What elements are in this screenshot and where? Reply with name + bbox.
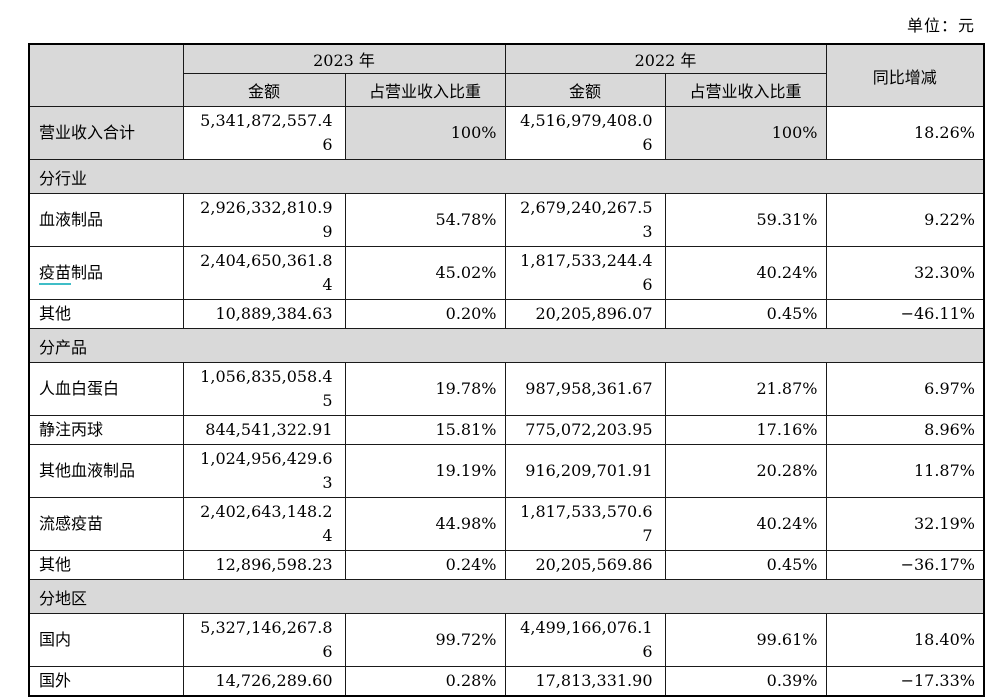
section-label: 分地区	[28, 579, 985, 614]
subheader-pct-2023: 占营业收入比重	[344, 73, 506, 107]
pct-2022-cell: 99.61%	[664, 613, 827, 667]
row-label: 其他	[28, 299, 184, 329]
table-row: 流感疫苗 2,402,643,148.24 44.98% 1,817,533,570.…	[28, 497, 985, 551]
amount-2022-cell: 916,209,701.91	[504, 444, 666, 498]
row-label: 静注丙球	[28, 415, 184, 445]
pct-2023-cell: 54.78%	[344, 193, 506, 247]
pct-2023-cell: 99.72%	[344, 613, 506, 667]
table-row: 血液制品 2,926,332,810.99 54.78% 2,679,240,267.…	[28, 193, 985, 247]
row-label: 营业收入合计	[28, 106, 184, 160]
row-label: 国内	[28, 613, 184, 667]
pct-2023-cell: 0.24%	[344, 550, 506, 580]
amount-2023-cell: 1,056,835,058.45	[182, 362, 346, 416]
table-row: 其他 12,896,598.23 0.24% 20,205,569.86 0.45% −3…	[28, 550, 985, 580]
yoy-cell: 9.22%	[825, 193, 985, 247]
amount-2022-cell: 775,072,203.95	[504, 415, 666, 445]
year-header-2022: 2022 年	[504, 43, 827, 74]
table-row: 国内 5,327,146,267.86 99.72% 4,499,166,076.16…	[28, 613, 985, 667]
row-label: 人血白蛋白	[28, 362, 184, 416]
amount-2022-cell: 1,817,533,244.46	[504, 246, 666, 300]
table-row: 疫苗制品 2,404,650,361.84 45.02% 1,817,533,244.…	[28, 246, 985, 300]
subheader-amount-2023: 金额	[182, 73, 346, 107]
yoy-header: 同比增减	[825, 43, 985, 107]
year-header-2023: 2023 年	[182, 43, 506, 74]
amount-2023-cell: 2,926,332,810.99	[182, 193, 346, 247]
amount-2023-cell: 5,341,872,557.46	[182, 106, 346, 160]
amount-2022-cell: 2,679,240,267.53	[504, 193, 666, 247]
amount-2022-cell: 17,813,331.90	[504, 666, 666, 697]
section-row: 分产品	[28, 328, 985, 363]
revenue-table: 2023 年 2022 年 同比增减 金额 占营业收入比重 金额 占营业收入比重…	[28, 43, 985, 697]
amount-2023-cell: 2,404,650,361.84	[182, 246, 346, 300]
yoy-cell: −46.11%	[825, 299, 985, 329]
amount-2022-cell: 20,205,896.07	[504, 299, 666, 329]
pct-2022-cell: 0.45%	[664, 299, 827, 329]
pct-2023-cell: 45.02%	[344, 246, 506, 300]
row-label: 国外	[28, 666, 184, 697]
pct-2022-cell: 40.24%	[664, 497, 827, 551]
subheader-pct-2022: 占营业收入比重	[664, 73, 827, 107]
table-row: 其他 10,889,384.63 0.20% 20,205,896.07 0.45% −4…	[28, 299, 985, 329]
yoy-cell: 18.26%	[825, 106, 985, 160]
table-row: 人血白蛋白 1,056,835,058.45 19.78% 987,958,361.6…	[28, 362, 985, 416]
yoy-cell: −17.33%	[825, 666, 985, 697]
amount-2023-cell: 1,024,956,429.63	[182, 444, 346, 498]
amount-2023-cell: 12,896,598.23	[182, 550, 346, 580]
pct-2023-cell: 44.98%	[344, 497, 506, 551]
subheader-amount-2022: 金额	[504, 73, 666, 107]
pct-2023-cell: 19.78%	[344, 362, 506, 416]
pct-2023-cell: 0.28%	[344, 666, 506, 697]
pct-2022-cell: 0.45%	[664, 550, 827, 580]
row-label: 其他	[28, 550, 184, 580]
amount-2023-cell: 2,402,643,148.24	[182, 497, 346, 551]
amount-2022-cell: 4,499,166,076.16	[504, 613, 666, 667]
pct-2022-cell: 59.31%	[664, 193, 827, 247]
yoy-cell: 8.96%	[825, 415, 985, 445]
pct-2023-cell: 15.81%	[344, 415, 506, 445]
pct-2022-cell: 40.24%	[664, 246, 827, 300]
yoy-cell: 32.19%	[825, 497, 985, 551]
pct-2023-cell: 100%	[344, 106, 506, 160]
row-label: 流感疫苗	[28, 497, 184, 551]
table-row: 其他血液制品 1,024,956,429.63 19.19% 916,209,701.…	[28, 444, 985, 498]
yoy-cell: 6.97%	[825, 362, 985, 416]
amount-2022-cell: 987,958,361.67	[504, 362, 666, 416]
amount-2023-cell: 844,541,322.91	[182, 415, 346, 445]
row-label: 疫苗制品	[28, 246, 184, 300]
row-label: 其他血液制品	[28, 444, 184, 498]
pct-2022-cell: 100%	[664, 106, 827, 160]
yoy-cell: 11.87%	[825, 444, 985, 498]
table-row: 国外 14,726,289.60 0.28% 17,813,331.90 0.39% −1…	[28, 666, 985, 697]
yoy-cell: −36.17%	[825, 550, 985, 580]
unit-label: 单位：元	[906, 16, 975, 35]
annotation-underline: 疫苗	[39, 263, 72, 286]
amount-2023-cell: 14,726,289.60	[182, 666, 346, 697]
amount-2022-cell: 20,205,569.86	[504, 550, 666, 580]
amount-2023-cell: 5,327,146,267.86	[182, 613, 346, 667]
section-row: 分地区	[28, 579, 985, 614]
pct-2022-cell: 0.39%	[664, 666, 827, 697]
pct-2022-cell: 21.87%	[664, 362, 827, 416]
row-label: 血液制品	[28, 193, 184, 247]
section-label: 分产品	[28, 328, 985, 363]
yoy-cell: 18.40%	[825, 613, 985, 667]
pct-2022-cell: 20.28%	[664, 444, 827, 498]
amount-2022-cell: 4,516,979,408.06	[504, 106, 666, 160]
section-row: 分行业	[28, 159, 985, 194]
yoy-cell: 32.30%	[825, 246, 985, 300]
amount-2022-cell: 1,817,533,570.67	[504, 497, 666, 551]
table-row: 营业收入合计 5,341,872,557.46 100% 4,516,979,408.…	[28, 106, 985, 160]
pct-2023-cell: 0.20%	[344, 299, 506, 329]
pct-2022-cell: 17.16%	[664, 415, 827, 445]
corner-cell	[28, 43, 184, 107]
pct-2023-cell: 19.19%	[344, 444, 506, 498]
table-row: 静注丙球 844,541,322.91 15.81% 775,072,203.95 17…	[28, 415, 985, 445]
amount-2023-cell: 10,889,384.63	[182, 299, 346, 329]
section-label: 分行业	[28, 159, 985, 194]
